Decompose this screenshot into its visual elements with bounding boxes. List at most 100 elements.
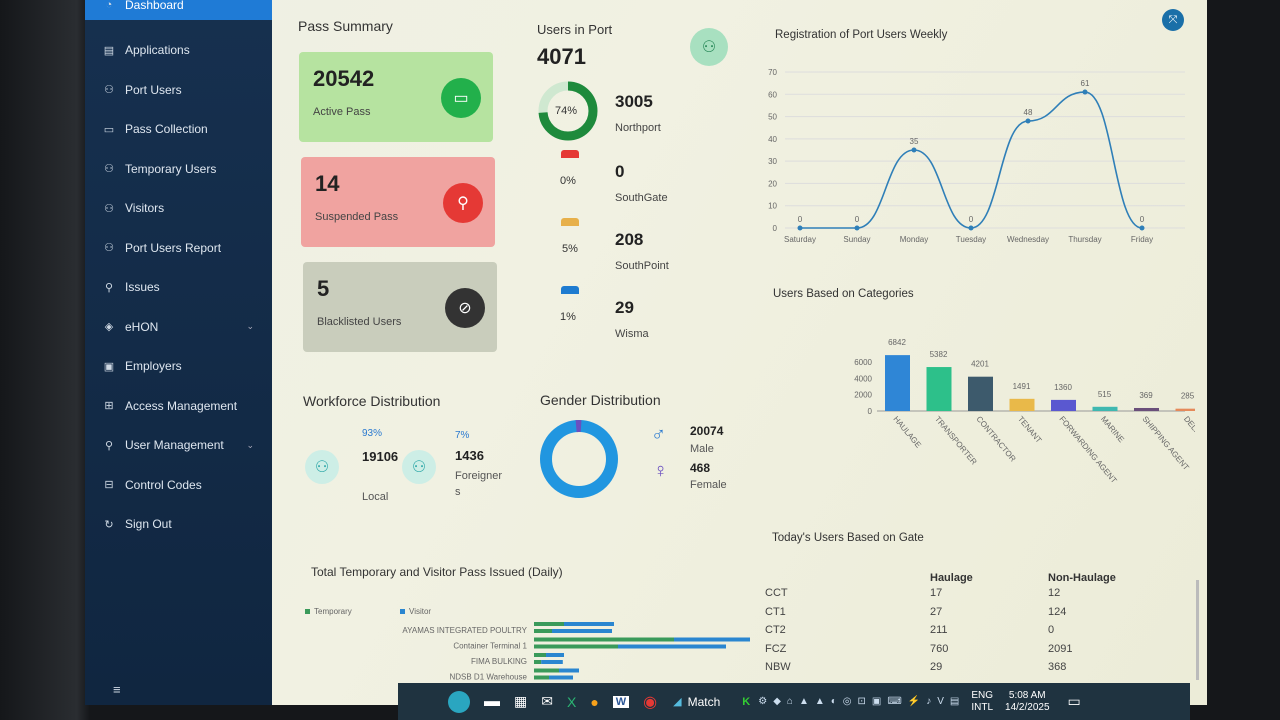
sidebar-item-label: Port Users Report: [125, 240, 222, 255]
suspended-pass-card[interactable]: 14 Suspended Pass ⚲: [301, 157, 495, 247]
gate-pct: 5%: [562, 243, 578, 255]
x-tick-label: TRANSPORTER: [933, 415, 979, 467]
x-tick-label: HAULAGE: [891, 415, 922, 450]
date: 14/2/2025: [1005, 701, 1050, 713]
sidebar-item-sign-out[interactable]: ↻ Sign Out: [85, 509, 272, 539]
gate-name: CT1: [765, 605, 786, 618]
gate-pct: 0%: [560, 175, 576, 187]
y-tick-label: 10: [768, 202, 777, 211]
y-category-label: FIMA BULKING: [471, 657, 527, 666]
sidebar-item-access-management[interactable]: ⊞ Access Management: [85, 391, 272, 421]
tag-icon: ◈: [104, 321, 114, 333]
gate-table: Haulage Non-Haulage CCT 17 12 CT1 27 124 CT2 21…: [765, 572, 1116, 677]
bar: [1092, 406, 1118, 411]
workforce-title: Workforce Distribution: [303, 393, 441, 409]
sidebar-item-ehon[interactable]: ◈ eHON ⌄: [85, 312, 272, 342]
tray-icons[interactable]: ⚙◆⌂▲▲◐◎⊡▣⌨⚡♪V▤: [758, 696, 966, 707]
visitor-bar: [546, 653, 564, 657]
male-label: Male: [690, 443, 714, 455]
sidebar-item-issues[interactable]: ⚲ Issues: [85, 272, 272, 302]
daily-pass-title: Total Temporary and Visitor Pass Issued …: [311, 565, 563, 579]
sidebar-item-label: Temporary Users: [125, 161, 217, 176]
data-label: 35: [910, 137, 919, 146]
match-app-label[interactable]: Match: [687, 694, 721, 709]
haulage-count: 29: [930, 661, 943, 674]
sidebar-item-dashboard[interactable]: ◔ Dashboard: [85, 0, 272, 20]
match-app-icon[interactable]: ◢: [673, 696, 682, 708]
sidebar-item-label: Access Management: [125, 398, 238, 413]
female-icon: ♀: [653, 460, 668, 482]
scrollbar[interactable]: [1196, 580, 1199, 680]
categories-title: Users Based on Categories: [773, 288, 914, 300]
x-tick-label: Wednesday: [1007, 235, 1049, 244]
lang-label[interactable]: ENG: [971, 689, 994, 701]
bar: [1009, 398, 1035, 411]
fullscreen-button[interactable]: ⤧: [1162, 9, 1184, 31]
data-label: 4201: [971, 360, 989, 369]
users-in-port-title: Users in Port: [537, 22, 613, 37]
code-icon: ⊟: [104, 479, 114, 491]
data-label: 5382: [930, 350, 948, 359]
firefox-icon[interactable]: ●: [590, 693, 599, 710]
sign-out-icon: ↻: [104, 518, 114, 531]
users-icon: ⚇: [104, 242, 114, 254]
users-icon: ⚇: [104, 202, 114, 215]
sidebar-item-temporary-users[interactable]: ⚇ Temporary Users: [85, 154, 272, 184]
notifications-icon[interactable]: ▭: [1067, 693, 1081, 709]
sidebar-item-visitors[interactable]: ⚇ Visitors: [85, 193, 272, 223]
sidebar-item-label: User Management: [125, 438, 224, 452]
northport-donut: [538, 81, 598, 141]
gate-gauge: [561, 150, 579, 158]
suspended-pass-count: 14: [315, 171, 340, 196]
sidebar-item-employers[interactable]: ▣ Employers: [85, 351, 272, 381]
sidebar-item-port-users[interactable]: ⚇ Port Users: [85, 75, 272, 105]
haulage-count: 17: [930, 587, 943, 600]
foreign-users-icon: ⚇: [402, 450, 436, 484]
sidebar-item-user-management[interactable]: ⚲ User Management ⌄: [85, 430, 272, 460]
excel-icon[interactable]: X: [566, 693, 577, 710]
bar: [968, 376, 993, 411]
mail-icon[interactable]: ✉: [541, 693, 553, 709]
keyboard-layout[interactable]: INTL: [971, 701, 994, 713]
weekly-line-chart: 0 10 20 30 40 50 60 70 0 Saturday 0 Sunday 35 Monday 0…: [768, 68, 1185, 244]
gate-gauge: [561, 218, 579, 226]
blacklisted-card[interactable]: 5 Blacklisted Users ⊘: [303, 262, 497, 352]
windows-icon[interactable]: [448, 690, 470, 713]
female-label: Female: [690, 479, 727, 491]
legend-label: Temporary: [314, 607, 352, 616]
app-window: ◔ Dashboard ▤ Applications ⚇ Port Users ▭ Pass …: [85, 0, 1207, 705]
temporary-bar: [534, 622, 564, 626]
x-tick-label: SHIPPING AGENT: [1140, 415, 1190, 473]
y-tick-label: 40: [768, 135, 777, 144]
sidebar-item-label: Pass Collection: [125, 122, 208, 136]
sidebar-item-label: Employers: [125, 359, 182, 373]
sidebar: ◔ Dashboard ▤ Applications ⚇ Port Users ▭ Pass …: [85, 0, 272, 705]
bar: [926, 367, 952, 411]
sidebar-item-control-codes[interactable]: ⊟ Control Codes: [85, 470, 272, 500]
bar: [1175, 408, 1195, 411]
temporary-bar: [534, 668, 559, 673]
sidebar-item-pass-collection[interactable]: ▭ Pass Collection: [85, 114, 272, 144]
foreign-count: 1436: [455, 448, 484, 463]
gate-count: 29: [615, 298, 634, 317]
foreign-pct: 7%: [455, 430, 470, 441]
word-icon[interactable]: W: [612, 695, 630, 708]
k-app-icon[interactable]: K: [742, 695, 751, 708]
clock[interactable]: 5:08 AM 14/2/2025: [1005, 690, 1050, 714]
sidebar-item-applications[interactable]: ▤ Applications: [85, 35, 272, 65]
file-explorer-icon[interactable]: ▬: [484, 692, 500, 710]
temporary-bar: [534, 653, 546, 657]
y-tick-label: 30: [768, 157, 777, 166]
chrome-icon[interactable]: ◉: [643, 693, 658, 711]
x-tick-label: Monday: [900, 235, 928, 244]
local-pct: 93%: [362, 428, 383, 439]
gate-pct: 74%: [555, 105, 578, 117]
data-point: [797, 225, 803, 231]
chevron-down-icon: ⌄: [246, 321, 254, 331]
hamburger-menu-icon[interactable]: ≡: [113, 682, 121, 697]
sidebar-item-port-users-report[interactable]: ⚇ Port Users Report: [85, 233, 272, 263]
data-label: 0: [1140, 215, 1145, 224]
calendar-icon[interactable]: ▦: [514, 693, 528, 709]
gate-count: 208: [615, 230, 644, 249]
active-pass-card[interactable]: 20542 Active Pass ▭: [299, 52, 493, 142]
